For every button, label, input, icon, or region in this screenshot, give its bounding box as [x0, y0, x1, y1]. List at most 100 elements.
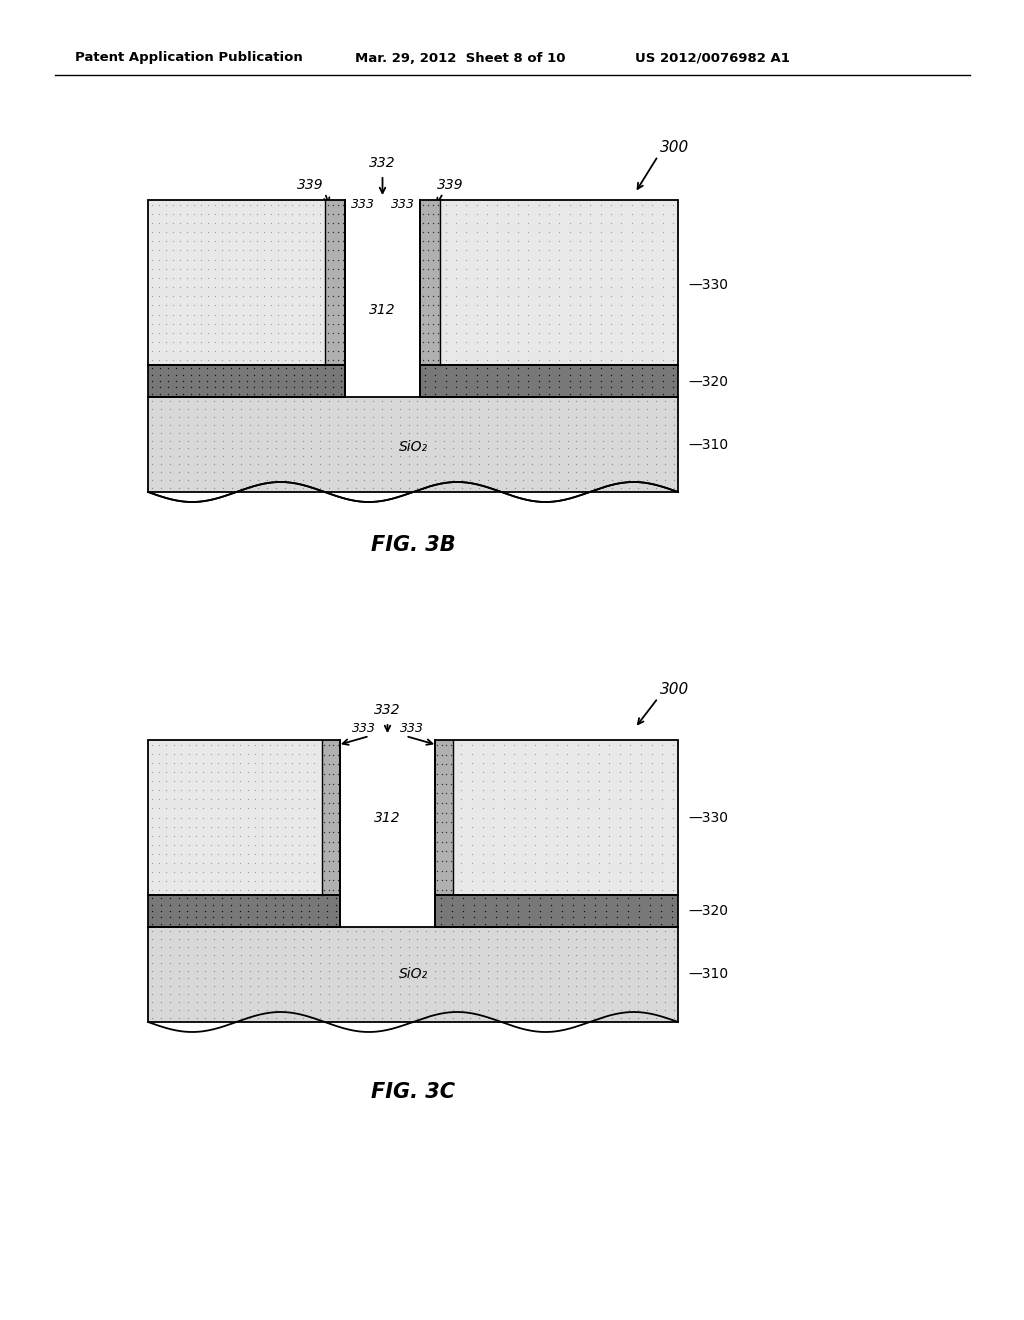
Point	[538, 880, 554, 902]
Point	[188, 991, 205, 1012]
Point	[312, 975, 329, 997]
Point	[559, 430, 575, 451]
Point	[654, 762, 671, 783]
Point	[507, 391, 523, 412]
Point	[582, 231, 598, 252]
Point	[462, 960, 478, 981]
Point	[527, 825, 544, 846]
Point	[582, 268, 598, 289]
Point	[319, 294, 336, 315]
Point	[171, 454, 187, 475]
Point	[438, 803, 455, 824]
Point	[542, 968, 558, 989]
Point	[210, 789, 226, 810]
Point	[424, 240, 440, 261]
Point	[249, 213, 265, 234]
Point	[256, 294, 272, 315]
Point	[221, 341, 238, 362]
Point	[479, 341, 496, 362]
Point	[167, 371, 183, 392]
Point	[643, 816, 659, 837]
Point	[471, 438, 487, 459]
Point	[270, 240, 287, 261]
Point	[500, 341, 516, 362]
Point	[268, 968, 285, 989]
Point	[400, 430, 417, 451]
Point	[291, 304, 307, 325]
Point	[582, 383, 598, 404]
Point	[328, 762, 344, 783]
Point	[254, 789, 270, 810]
Point	[582, 313, 598, 334]
Point	[541, 231, 557, 252]
Point	[231, 894, 248, 915]
Polygon shape	[435, 895, 678, 927]
Point	[321, 789, 337, 810]
Point	[488, 936, 505, 957]
Point	[299, 762, 315, 783]
Point	[571, 249, 588, 271]
Point	[284, 871, 300, 892]
Point	[165, 276, 181, 297]
Point	[152, 371, 168, 392]
Point	[561, 249, 578, 271]
Point	[630, 920, 646, 941]
Point	[580, 843, 596, 865]
Point	[330, 792, 346, 813]
Point	[415, 194, 431, 215]
Polygon shape	[148, 366, 345, 397]
Point	[374, 920, 390, 941]
Point	[489, 213, 506, 234]
Point	[498, 991, 514, 1012]
Point	[488, 920, 505, 941]
Point	[276, 391, 293, 412]
Point	[240, 734, 256, 755]
Point	[347, 430, 364, 451]
Point	[334, 259, 350, 280]
Point	[665, 268, 681, 289]
Point	[151, 231, 167, 252]
Point	[630, 478, 646, 499]
Point	[294, 422, 310, 444]
Point	[438, 774, 455, 795]
Point	[654, 341, 671, 362]
Point	[593, 358, 609, 379]
Point	[442, 850, 459, 871]
Point	[538, 871, 554, 892]
Point	[466, 894, 482, 915]
Point	[612, 470, 629, 491]
Point	[569, 752, 586, 774]
Point	[591, 853, 607, 874]
Point	[582, 285, 598, 306]
Point	[193, 285, 209, 306]
Text: FIG. 3C: FIG. 3C	[371, 1082, 455, 1102]
Point	[284, 341, 300, 362]
Point	[162, 887, 178, 908]
Point	[217, 762, 233, 783]
Point	[313, 752, 330, 774]
Point	[270, 222, 287, 243]
Point	[429, 734, 445, 755]
Point	[325, 259, 341, 280]
Point	[230, 364, 247, 385]
Point	[317, 371, 334, 392]
Point	[325, 294, 341, 315]
Point	[665, 322, 681, 343]
Text: 339: 339	[436, 178, 463, 191]
Point	[276, 414, 293, 436]
Point	[284, 350, 300, 371]
Point	[327, 313, 343, 334]
Point	[454, 975, 470, 997]
Point	[623, 807, 639, 828]
Point	[258, 894, 274, 915]
Point	[254, 862, 270, 883]
Point	[469, 358, 485, 379]
Point	[303, 983, 319, 1005]
Point	[291, 797, 307, 818]
Point	[568, 952, 585, 973]
Point	[419, 222, 435, 243]
Point	[559, 399, 575, 420]
Point	[515, 407, 531, 428]
Point	[480, 422, 497, 444]
Point	[325, 364, 341, 385]
